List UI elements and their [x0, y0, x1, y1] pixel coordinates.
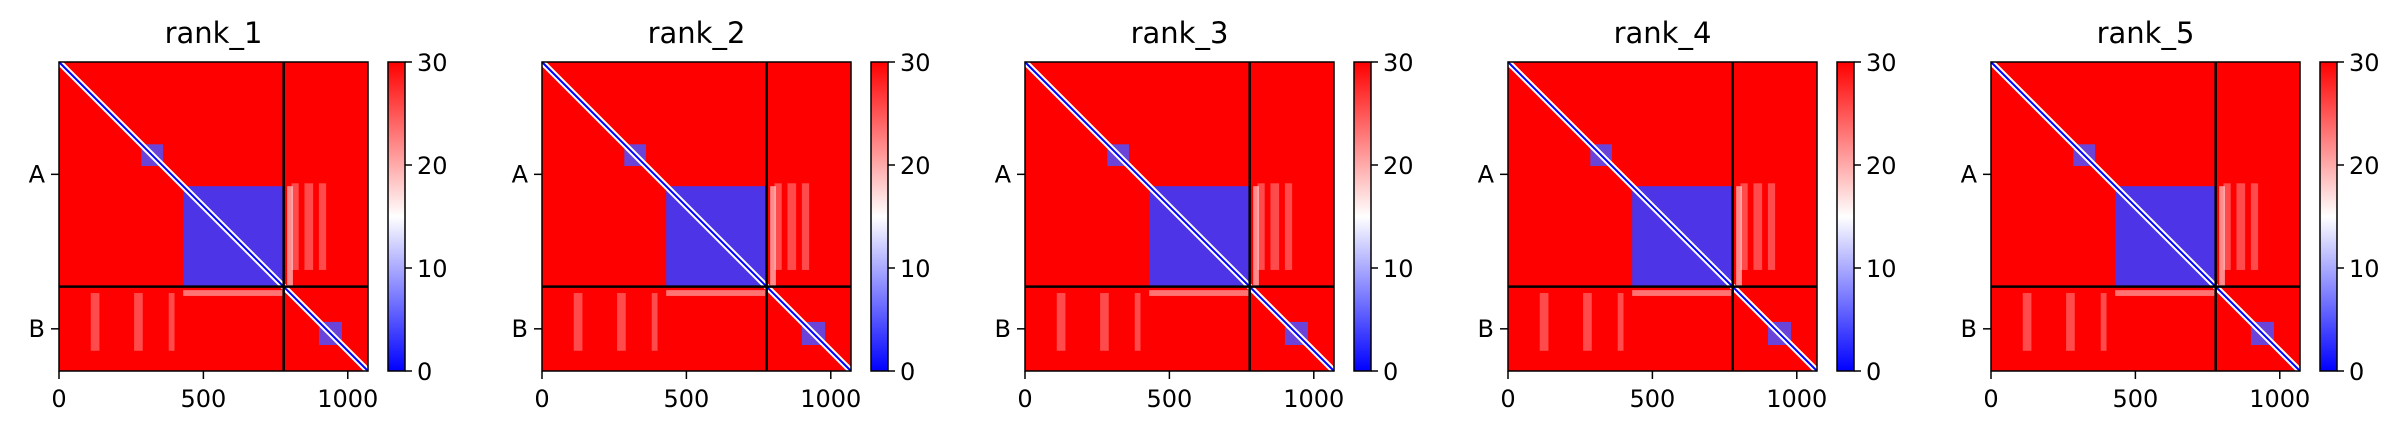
colorbar-tick-label: 10	[417, 255, 448, 283]
heatmap-band	[1253, 186, 1259, 286]
x-tick-label: 0	[1500, 385, 1515, 413]
colorbar: 0 10 20 30	[2319, 49, 2380, 386]
heatmap-band	[1632, 290, 1732, 296]
y-tick-label: A	[1961, 160, 1978, 188]
panel-2: rank_2 0 500 1000 A B 0 10 20 30	[512, 16, 931, 413]
colorbar-tick-label: 20	[1866, 152, 1897, 180]
heatmap-diagonal	[1990, 61, 2301, 372]
colorbar-tick-label: 10	[2349, 255, 2380, 283]
x-tick-label: 0	[51, 385, 66, 413]
colorbar-tick-label: 0	[2349, 358, 2364, 386]
heatmap-band	[1149, 290, 1249, 296]
x-tick-label: 1000	[800, 385, 861, 413]
panel-title: rank_1	[165, 16, 263, 50]
colorbar-tick-label: 30	[1866, 49, 1897, 77]
x-tick-label: 500	[1146, 385, 1192, 413]
colorbar: 0 10 20 30	[1353, 49, 1414, 386]
panel-1: rank_1 0 500 1000 A B 0 10 20 30	[29, 16, 448, 413]
heatmap-band	[770, 186, 776, 286]
heatmap-diagonal	[1507, 61, 1818, 372]
x-tick-label: 0	[1017, 385, 1032, 413]
heatmap-diagonal	[1024, 61, 1335, 372]
panel-title: rank_4	[1614, 16, 1712, 50]
colorbar-tick-label: 0	[1866, 358, 1881, 386]
colorbar-tick-label: 20	[900, 152, 931, 180]
y-tick-label: A	[1478, 160, 1495, 188]
colorbar-tick-label: 20	[2349, 152, 2380, 180]
heatmap-streaks	[1539, 183, 1776, 351]
colorbar: 0 10 20 30	[1836, 49, 1897, 386]
axes-frame	[541, 61, 852, 372]
colorbar-tick-label: 10	[1383, 255, 1414, 283]
colorbar-tick-label: 20	[417, 152, 448, 180]
y-tick-label: B	[1478, 315, 1494, 343]
x-tick-label: 500	[1629, 385, 1675, 413]
colorbar-tick-label: 0	[900, 358, 915, 386]
heatmap-band	[2219, 186, 2225, 286]
panel-3: rank_3 0 500 1000 A B 0 10 20 30	[995, 16, 1414, 413]
colorbar-tick-label: 30	[1383, 49, 1414, 77]
x-tick-label: 0	[534, 385, 549, 413]
panel-title: rank_5	[2097, 16, 2195, 50]
colorbar-tick-label: 20	[1383, 152, 1414, 180]
heatmap-band	[2115, 290, 2215, 296]
x-tick-label: 1000	[1766, 385, 1827, 413]
axes-frame	[1990, 61, 2301, 372]
axes-frame	[58, 61, 369, 372]
colorbar-gradient	[2319, 61, 2338, 372]
panel-4: rank_4 0 500 1000 A B 0 10 20 30	[1478, 16, 1897, 413]
heatmap-streaks	[1056, 183, 1293, 351]
heatmap-diagonal	[541, 61, 852, 372]
y-tick-label: B	[1961, 315, 1977, 343]
heatmap-band	[1736, 186, 1742, 286]
x-tick-label: 1000	[1283, 385, 1344, 413]
heatmap-streaks	[2022, 183, 2259, 351]
x-tick-label: 1000	[2249, 385, 2310, 413]
colorbar-tick-label: 30	[900, 49, 931, 77]
x-tick-label: 500	[2112, 385, 2158, 413]
axes-frame	[1507, 61, 1818, 372]
colorbar-gradient	[870, 61, 889, 372]
y-tick-label: B	[29, 315, 45, 343]
x-tick-label: 1000	[317, 385, 378, 413]
x-tick-label: 0	[1983, 385, 1998, 413]
colorbar-gradient	[387, 61, 406, 372]
x-tick-label: 500	[180, 385, 226, 413]
y-tick-label: A	[995, 160, 1012, 188]
colorbar-tick-label: 0	[1383, 358, 1398, 386]
panel-title: rank_3	[1131, 16, 1229, 50]
panel-5: rank_5 0 500 1000 A B 0 10 20 30	[1961, 16, 2380, 413]
y-tick-label: B	[512, 315, 528, 343]
heatmap-streaks	[573, 183, 810, 351]
colorbar-tick-label: 0	[417, 358, 432, 386]
colorbar-tick-label: 30	[2349, 49, 2380, 77]
heatmap-streaks	[90, 183, 327, 351]
x-tick-label: 500	[663, 385, 709, 413]
panel-title: rank_2	[648, 16, 746, 50]
colorbar: 0 10 20 30	[387, 49, 448, 386]
colorbar-tick-label: 10	[900, 255, 931, 283]
y-tick-label: B	[995, 315, 1011, 343]
heatmap-band	[183, 290, 283, 296]
colorbar: 0 10 20 30	[870, 49, 931, 386]
y-tick-label: A	[512, 160, 529, 188]
heatmap-diagonal	[58, 61, 369, 372]
colorbar-tick-label: 30	[417, 49, 448, 77]
colorbar-gradient	[1353, 61, 1372, 372]
axes-frame	[1024, 61, 1335, 372]
colorbar-tick-label: 10	[1866, 255, 1897, 283]
y-tick-label: A	[29, 160, 46, 188]
colorbar-gradient	[1836, 61, 1855, 372]
heatmap-band	[287, 186, 293, 286]
heatmap-band	[666, 290, 766, 296]
